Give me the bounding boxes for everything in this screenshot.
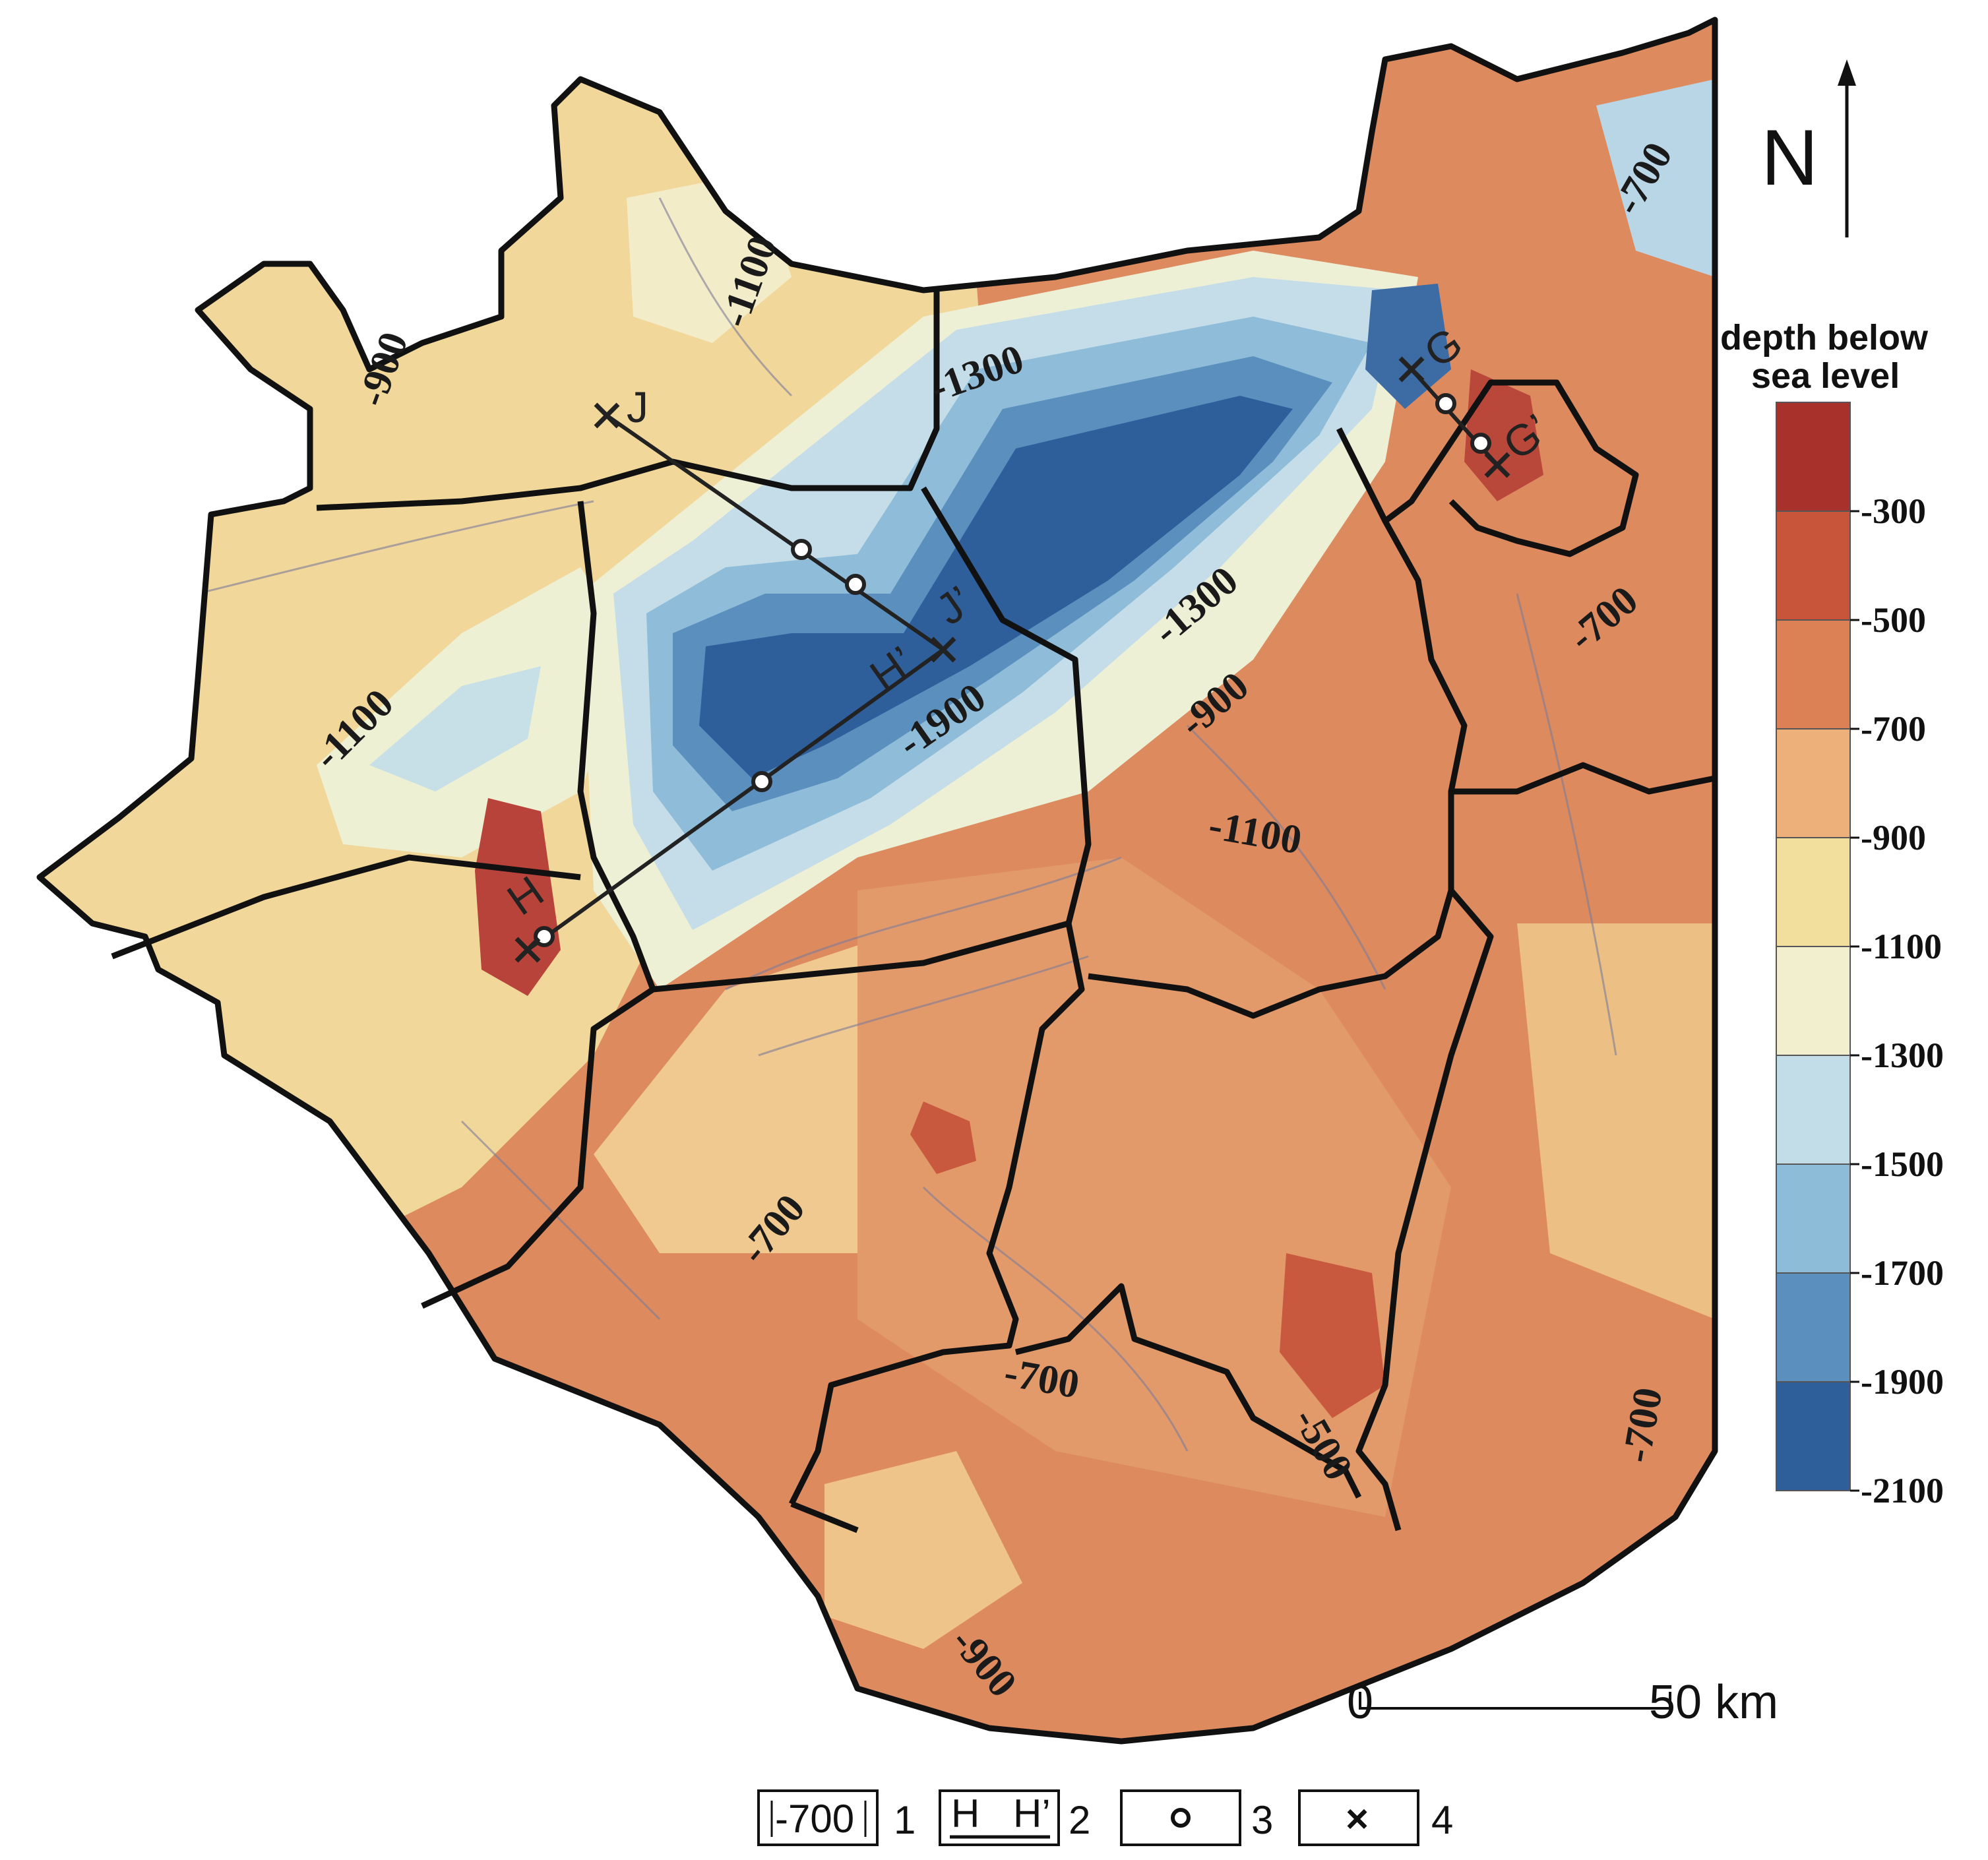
key-box-4-symbol: ×: [1346, 1797, 1369, 1841]
legend-swatch: [1776, 1163, 1851, 1274]
zone-500-s1: [910, 1101, 976, 1174]
legend-swatch: [1776, 511, 1851, 621]
legend-tick-label: -1500: [1861, 1144, 1944, 1184]
key-box-1: [757, 1789, 879, 1846]
scale-bar: 0 50 km: [1347, 1676, 1778, 1729]
legend-tick-label: -1700: [1861, 1253, 1944, 1293]
well-circle: [534, 926, 555, 947]
zone-500-s2: [1280, 1253, 1385, 1418]
legend-swatch: [1776, 1381, 1851, 1491]
zone-1900: [699, 396, 1293, 778]
legend-ticks: -300 -500 -700 -900 -1100 -1300 -1500 -1700 -190…: [1850, 491, 1944, 1510]
key-box-4: [1298, 1789, 1419, 1846]
well-circle: [791, 539, 812, 560]
depth-legend: depth below sea level -300 -500 -700 -900 -1…: [1720, 318, 1944, 1510]
legend-tick-label: -700: [1861, 709, 1926, 749]
profile-label-J: J: [627, 383, 648, 431]
end-cross: [514, 937, 541, 963]
legend-tick-label: -900: [1861, 818, 1926, 857]
well-circle: [845, 574, 866, 595]
north-arrow-head: [1838, 59, 1856, 86]
zone-500-G: [1464, 369, 1543, 501]
legend-title-line1: depth below: [1720, 318, 1929, 357]
key-box-1-label: -700: [775, 1797, 854, 1841]
key-box-2-left: H: [951, 1791, 979, 1836]
well-circle: [751, 771, 772, 792]
legend-swatch: [1776, 402, 1851, 512]
scale-bar-line: [1359, 1692, 1671, 1710]
zone-500-H: [475, 798, 561, 996]
zone-1900-east: [1365, 284, 1451, 409]
legend-tick-label: -1100: [1861, 927, 1942, 966]
legend-swatch: [1776, 728, 1851, 838]
legend-tick-label: -1900: [1861, 1362, 1944, 1402]
key-well-circle: [1171, 1808, 1191, 1828]
depth-map: [36, 16, 1718, 1745]
profile-ends: [514, 356, 1510, 963]
contour-lines: [197, 197, 1617, 1452]
symbol-key: -700 1 H H’ 2 3 × 4: [757, 1789, 1453, 1846]
profile-wells: [534, 393, 1491, 947]
end-cross: [930, 636, 956, 663]
well-circle: [1435, 393, 1456, 414]
zone-1300-w: [369, 666, 541, 791]
profile-line-H: [526, 648, 945, 952]
profile-line-J: [606, 414, 945, 652]
legend-swatch: [1776, 837, 1851, 947]
legend-title-line2: sea level: [1751, 356, 1900, 396]
well-circle: [1470, 433, 1491, 454]
boundaries: [36, 16, 1718, 1745]
north-arrow: N: [1761, 59, 1856, 237]
north-label: N: [1761, 113, 1818, 202]
legend-tick-label: -300: [1861, 491, 1926, 531]
legend-swatch: [1776, 1272, 1851, 1382]
scale-start-label: 0: [1347, 1676, 1373, 1729]
legend-tick-label: -2100: [1861, 1471, 1944, 1510]
end-cross: [594, 402, 620, 429]
key-box-2-right: H’: [1013, 1791, 1051, 1836]
zone-900-se: [824, 1451, 1022, 1649]
legend-swatches: [1776, 402, 1851, 1491]
scale-end-label: 50 km: [1649, 1676, 1778, 1729]
key-num-4: 4: [1431, 1798, 1453, 1842]
key-num-3: 3: [1251, 1798, 1273, 1842]
end-cross: [1398, 356, 1425, 383]
legend-tick-label: -1300: [1861, 1036, 1944, 1075]
zone-900-east: [1517, 923, 1715, 1319]
legend-swatch: [1776, 1055, 1851, 1165]
key-num-2: 2: [1069, 1798, 1090, 1842]
legend-swatch: [1776, 619, 1851, 729]
end-cross: [1484, 452, 1510, 478]
legend-tick-label: -500: [1861, 600, 1926, 640]
legend-swatch: [1776, 946, 1851, 1056]
key-num-1: 1: [894, 1798, 916, 1842]
zone-1300-ne: [1596, 79, 1715, 277]
